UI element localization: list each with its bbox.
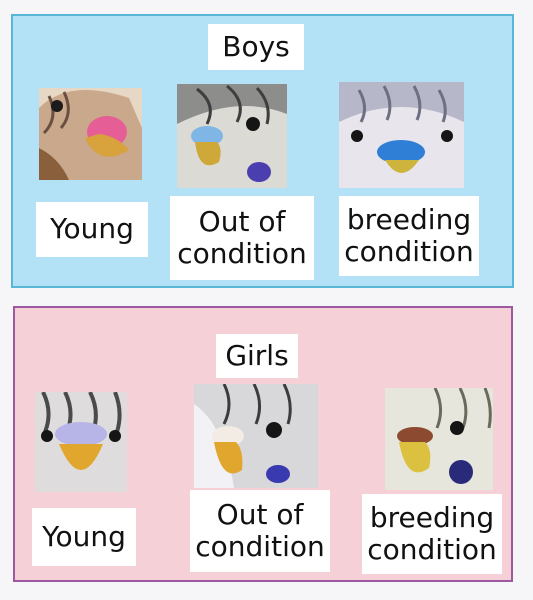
boys-out-of-condition-photo [177, 84, 287, 188]
budgie-head-icon [385, 388, 493, 490]
boys-breeding-condition-photo [339, 82, 464, 188]
girls-breeding-condition-cere [397, 427, 433, 445]
budgie-head-icon [194, 384, 318, 488]
budgie-head-icon [177, 84, 287, 188]
girls-out-of-condition-photo [194, 384, 318, 488]
girls-young-cere [55, 422, 107, 446]
boys-title: Boys [208, 24, 304, 70]
boys-breeding-condition-cere [377, 140, 425, 164]
budgie-head-icon [339, 82, 464, 188]
boys-out-of-condition-cere [191, 126, 223, 146]
boys-young-label: Young [36, 202, 148, 257]
budgie-head-icon [39, 88, 142, 180]
girls-breeding-condition-photo [385, 388, 493, 490]
boys-breeding-condition-label: breeding condition [339, 196, 479, 276]
girls-young-label: Young [32, 508, 136, 566]
girls-breeding-condition-label: breeding condition [362, 494, 502, 574]
girls-out-of-condition-label: Out of condition [190, 490, 330, 572]
girls-title: Girls [216, 334, 298, 378]
girls-out-of-condition-cere [212, 426, 244, 446]
boys-young-photo [39, 88, 142, 180]
budgie-head-icon [35, 392, 127, 492]
boys-out-of-condition-label: Out of condition [170, 196, 314, 280]
girls-young-photo [35, 392, 127, 492]
